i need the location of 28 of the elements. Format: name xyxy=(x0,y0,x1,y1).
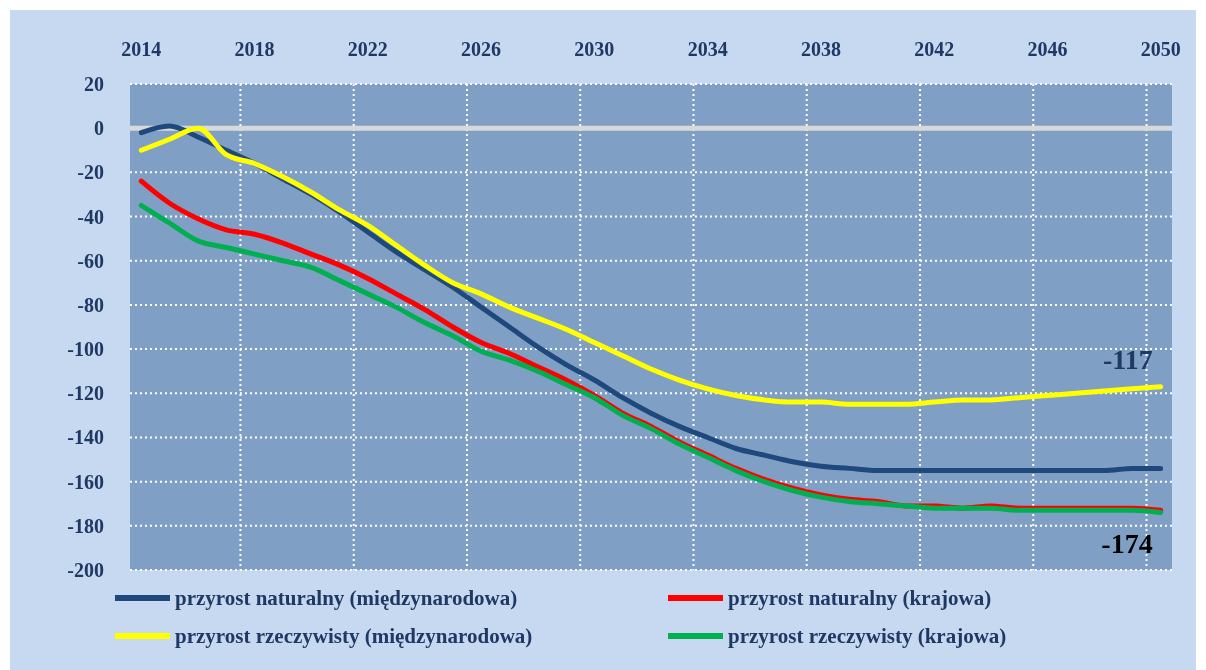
x-tick-label: 2050 xyxy=(1140,38,1181,60)
x-tick-label: 2030 xyxy=(574,38,615,60)
x-tick-label: 2026 xyxy=(461,38,502,60)
x-tick-label: 2042 xyxy=(914,38,955,60)
annotation: -174 xyxy=(1101,527,1153,559)
legend-label: przyrost rzeczywisty (międzynarodowa) xyxy=(175,624,533,648)
legend-label: przyrost naturalny (międzynarodowa) xyxy=(175,586,518,610)
y-tick-label: -200 xyxy=(67,559,104,581)
y-tick-label: -20 xyxy=(77,161,104,184)
y-tick-label: -140 xyxy=(67,426,104,449)
x-tick-label: 2046 xyxy=(1027,38,1068,60)
y-tick-label: 0 xyxy=(94,117,104,140)
y-tick-label: -40 xyxy=(77,205,104,228)
annotation: -117 xyxy=(1102,343,1153,375)
x-tick-label: 2022 xyxy=(347,38,388,60)
y-tick-label: -100 xyxy=(67,338,104,361)
y-tick-label: 20 xyxy=(84,73,104,95)
y-tick-label: -120 xyxy=(67,382,104,405)
x-tick-label: 2034 xyxy=(687,38,728,60)
x-tick-label: 2014 xyxy=(121,38,162,60)
x-tick-label: 2018 xyxy=(234,38,275,60)
y-tick-label: -80 xyxy=(77,293,104,316)
legend-label: przyrost naturalny (krajowa) xyxy=(728,586,992,610)
y-tick-label: -60 xyxy=(77,249,104,272)
y-tick-label: -160 xyxy=(67,470,104,493)
x-tick-label: 2038 xyxy=(800,38,841,60)
y-tick-label: -180 xyxy=(67,514,104,537)
legend-label: przyrost rzeczywisty (krajowa) xyxy=(728,624,1007,648)
